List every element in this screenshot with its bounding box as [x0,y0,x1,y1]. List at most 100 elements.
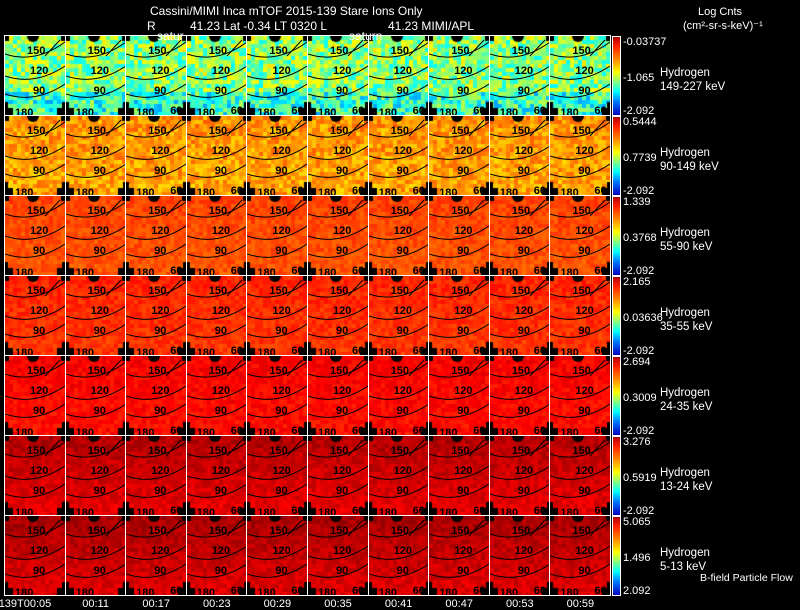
contour-line [186,385,247,400]
contour-label: 120 [393,545,412,557]
colorbar-min-label: -2.092 [623,505,655,517]
flow-line [590,199,606,217]
energy-range-label: 5-13 keV [660,561,707,573]
contour-label: 150 [390,365,409,377]
contour-lines [65,519,126,578]
channel-label: Hydrogen 24-35 keV [660,386,712,414]
contour-label: 180 [318,507,337,516]
contour-label: 90 [578,85,591,97]
image-panel: 150 120 90 180 60 [367,275,430,356]
contour-line [247,201,308,218]
contour-label: 90 [517,485,531,497]
contour-label: 180 [560,507,579,516]
contour-label: 150 [148,125,167,137]
flow-line [105,359,121,377]
contour-line [126,465,187,480]
flow-line [468,439,485,457]
flow-line [287,199,303,217]
contour-label: 60 [412,585,425,596]
flow-line [44,279,61,297]
contour-label: 180 [15,427,34,436]
flow-line [529,359,546,377]
contour-label: 120 [333,465,352,477]
image-panel: 150 120 90 180 60 [246,355,309,436]
contour-label: 150 [572,45,591,57]
contour-label: 90 [517,405,531,417]
contour-line [368,545,429,560]
contour-line [308,483,368,498]
contour-line [308,281,368,298]
contour-label: 150 [87,205,106,217]
contour-line [308,145,368,160]
contour-lines [429,439,490,498]
contour-line [126,403,187,418]
intensity-map [308,356,368,435]
contour-label: 180 [196,347,216,356]
contour-line [126,361,187,378]
contour-label: 180 [196,507,216,516]
intensity-map [126,516,187,595]
contour-line [489,281,550,298]
contour-line [247,483,308,498]
contour-label: 120 [30,305,49,317]
contour-line [247,545,308,560]
contour-line [489,243,550,258]
image-panel: 150 120 90 180 [64,275,127,356]
flow-line [590,519,606,537]
flow-line [347,439,364,457]
image-panel: 150 120 90 180 60 [125,35,188,116]
contour-label: 150 [451,445,470,457]
contour-label: 60 [473,585,486,596]
image-panel: 150 120 90 180 60 [488,275,551,356]
flow-line [105,199,121,217]
contour-label: 90 [275,565,288,577]
contour-label: 90 [457,405,470,417]
contour-lines [489,359,550,418]
contour-lines [489,279,550,338]
contour-label: 90 [517,325,531,337]
image-panel: 150 120 90 180 60 [185,35,248,116]
contour-line [368,281,429,298]
contour-label: 150 [330,365,349,377]
contour-label: 150 [27,525,46,537]
colorbar-max-label: 3.276 [623,436,651,448]
contour-label: 120 [514,465,534,477]
contour-label: 90 [578,485,591,497]
contour-label: 60 [594,185,607,196]
flow-line [287,119,303,137]
image-panel: 150 120 90 180 60 [307,35,369,116]
contour-label: 150 [27,445,46,457]
colorbar-max-label: -0.03737 [623,36,667,48]
contour-label: 180 [439,587,458,596]
contour-label: 60 [230,425,244,436]
contour-line [308,305,368,320]
contour-line [429,465,490,480]
contour-line [368,121,429,138]
flow-line [529,279,546,297]
flow-line [287,439,303,457]
contour-label: 120 [211,465,231,477]
contour-label: 120 [211,225,231,237]
contour-label: 180 [15,587,34,596]
contour-line [186,563,247,578]
contour-line [368,243,429,258]
image-panel: 150 120 90 180 60 [428,35,491,116]
contour-label: 90 [517,165,531,177]
contour-label: 180 [136,427,155,436]
contour-line [550,243,611,258]
contour-label: 90 [578,325,591,337]
contour-line [5,521,65,538]
contour-line [65,225,126,240]
colorbar [612,116,621,196]
contour-label: 60 [533,265,547,276]
image-panel: 150 120 90 180 60 [549,515,612,596]
image-panel: 150 120 90 180 60 [246,275,309,356]
contour-label: 150 [87,45,106,57]
flow-line [408,439,424,457]
contour-line [247,385,308,400]
contour-label: 60 [533,345,547,356]
contour-label: 180 [75,427,94,436]
contour-label: 120 [575,225,594,237]
contour-line [247,65,308,80]
contour-lines [429,39,490,98]
